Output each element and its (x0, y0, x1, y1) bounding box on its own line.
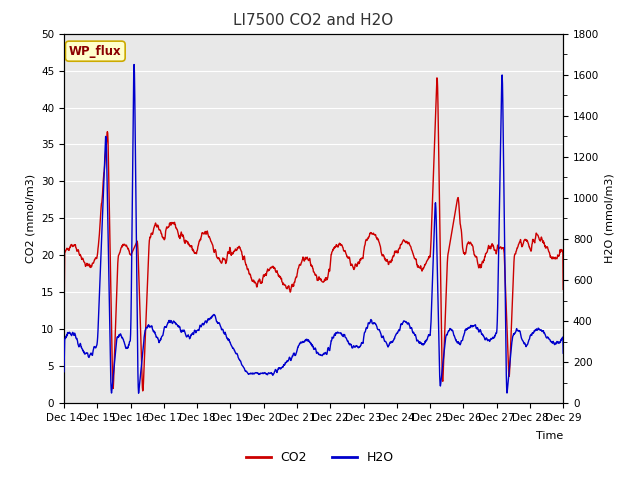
Y-axis label: H2O (mmol/m3): H2O (mmol/m3) (605, 174, 615, 263)
Legend: CO2, H2O: CO2, H2O (241, 446, 399, 469)
Y-axis label: CO2 (mmol/m3): CO2 (mmol/m3) (26, 174, 35, 263)
Text: WP_flux: WP_flux (69, 45, 122, 58)
X-axis label: Time: Time (536, 431, 563, 441)
Title: LI7500 CO2 and H2O: LI7500 CO2 and H2O (234, 13, 394, 28)
